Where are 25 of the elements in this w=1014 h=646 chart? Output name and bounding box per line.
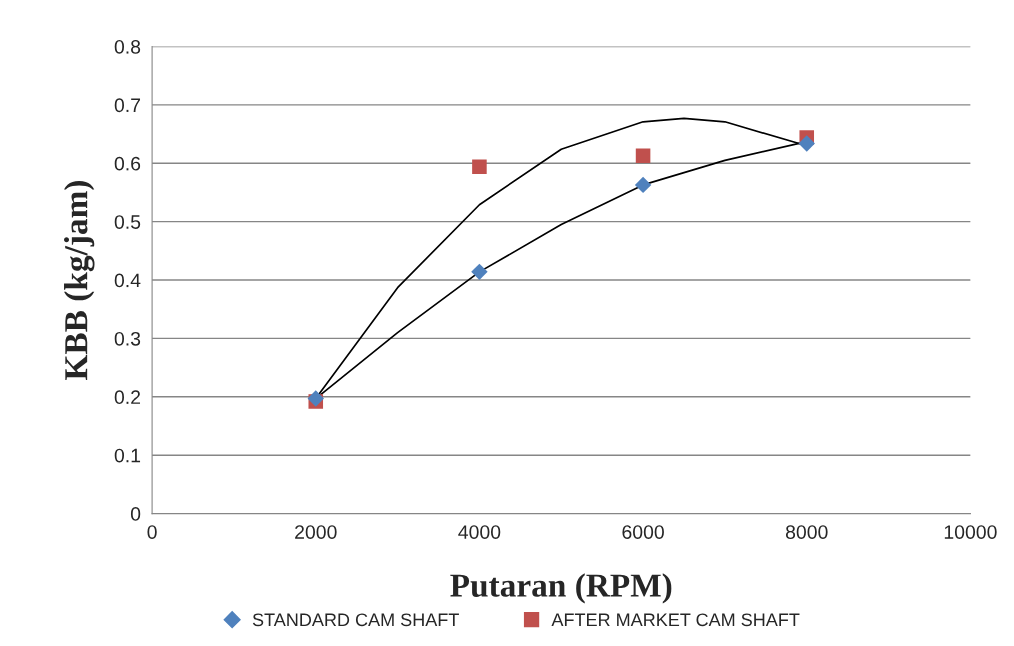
y-tick-label: 0.5 — [114, 215, 141, 229]
y-tick-label: 0.4 — [114, 273, 141, 288]
x-axis-title: Putaran (RPM) — [450, 573, 672, 604]
x-tick-label: 4000 — [458, 525, 501, 539]
y-tick-label: 0.1 — [114, 448, 141, 463]
y-tick-label: 0.3 — [114, 331, 141, 346]
x-tick-label: 2000 — [295, 525, 337, 539]
point — [798, 135, 815, 152]
x-tick-label: 10000 — [944, 525, 997, 539]
point — [635, 148, 651, 163]
y-tick-label: 0.2 — [114, 390, 141, 405]
y-tick-label: 0.7 — [114, 98, 141, 113]
legend-label: AFTER MARKET CAM SHAFT — [551, 613, 800, 627]
y-tick-label: 0.6 — [114, 156, 141, 171]
legend-label: STANDARD CAM SHAFT — [252, 613, 459, 627]
y-tick-label: 0.8 — [114, 39, 141, 54]
point — [471, 263, 488, 281]
x-tick-label: 8000 — [785, 525, 828, 539]
x-tick-label: 0 — [147, 525, 157, 539]
x-tick-label: 6000 — [622, 525, 664, 539]
y-tick-label: 0 — [130, 507, 141, 521]
point — [634, 176, 652, 194]
point — [472, 159, 487, 175]
y-axis-title: KBB (kg/jam) — [64, 181, 95, 380]
point — [307, 390, 324, 407]
